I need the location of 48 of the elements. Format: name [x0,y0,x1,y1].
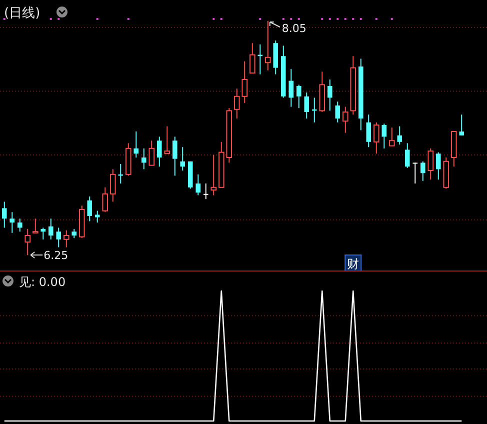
candlestick [48,218,54,240]
candlestick [56,227,62,248]
candlestick [32,218,38,234]
candlestick [94,210,100,223]
candlestick [366,114,372,148]
candlestick [141,148,146,170]
candlestick [335,101,340,123]
candlestick [296,84,302,109]
candlestick [404,142,410,168]
candlestick [24,228,31,256]
candlestick [436,152,441,180]
candlestick [156,136,162,168]
candlestick [2,201,7,228]
candlestick [210,154,217,196]
candlestick [420,160,426,182]
candlestick [180,146,186,171]
annotation: 8.05 [282,22,306,35]
candlestick [304,92,310,119]
candlestick [327,79,332,112]
candlestick [382,123,387,149]
candlestick [412,162,418,184]
candlestick [249,42,256,74]
candlestick [397,126,402,145]
candlestick [428,148,434,180]
candlestick [134,131,139,158]
candlestick [10,212,15,234]
candlestick [203,183,208,200]
text: 财 [347,257,360,271]
candlestick [40,227,46,240]
candlestick [148,140,155,166]
candlestick [264,20,271,71]
candlestick [102,186,108,213]
candlestick [288,68,294,108]
candlestick [196,174,201,196]
candlestick [72,228,77,239]
chart-title: (日线) [4,6,40,21]
candlestick [172,136,178,176]
chart-title: 见: 0.00 [19,275,66,289]
candlestick [17,218,22,232]
candlestick [388,127,395,146]
candlestick [342,106,348,134]
candlestick [63,230,70,248]
candlestick [87,196,92,222]
annotation: 6.25 [44,249,68,262]
candlestick [373,122,380,154]
candlestick [110,168,116,202]
candlestick [459,114,464,136]
candlestick [164,126,170,154]
